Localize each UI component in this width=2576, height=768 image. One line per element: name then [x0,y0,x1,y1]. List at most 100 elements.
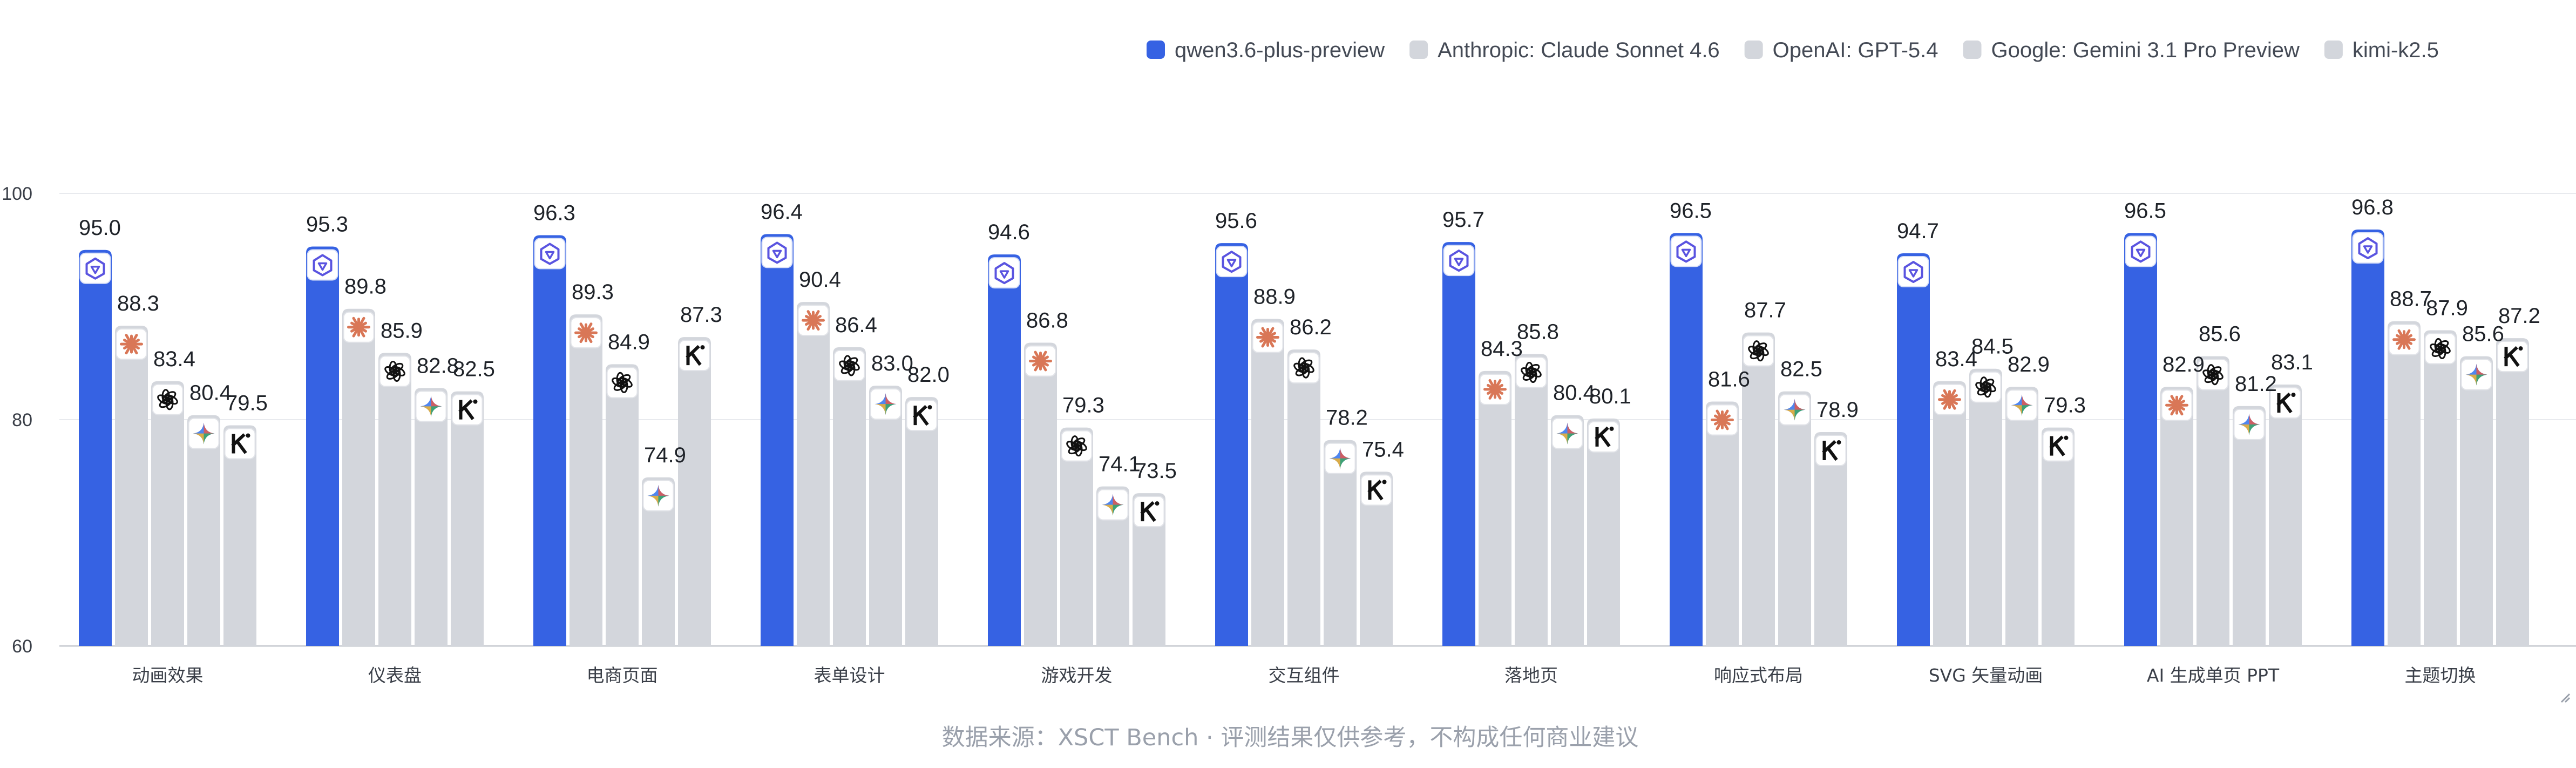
data-label: 82.9 [2163,353,2205,376]
qwen-logo-icon [534,238,566,270]
data-label: 85.9 [381,319,423,342]
bar[interactable] [378,353,411,646]
bar[interactable] [1060,427,1093,646]
x-tick-label: 仪表盘 [368,665,422,686]
bar[interactable] [761,234,794,646]
bar[interactable] [151,381,184,646]
bar[interactable] [1442,242,1475,646]
claude-logo-icon [1025,345,1056,377]
data-label: 89.3 [572,280,614,304]
bar[interactable] [187,415,220,646]
bar[interactable] [1287,349,1320,646]
data-label: 74.1 [1099,453,1141,476]
bar[interactable] [306,246,339,646]
legend-item[interactable]: kimi-k2.5 [2324,38,2439,62]
bar[interactable] [1133,493,1165,646]
bar[interactable] [1969,368,2002,646]
bar[interactable] [342,308,375,646]
data-label: 87.7 [1744,299,1786,322]
legend-item[interactable]: OpenAI: GPT-5.4 [1744,38,1938,62]
x-tick-label: 主题切换 [2405,665,2476,686]
legend-swatch [1963,41,1982,59]
data-label: 86.4 [835,313,877,337]
bar[interactable] [1933,381,1966,646]
legend-item[interactable]: qwen3.6-plus-preview [1147,38,1385,62]
legend-item[interactable]: Google: Gemini 3.1 Pro Preview [1963,38,2300,62]
data-label: 96.5 [2124,199,2166,223]
bar[interactable] [1024,342,1057,646]
qwen-logo-icon [761,237,793,268]
data-label: 83.4 [1935,347,1977,371]
bar[interactable] [451,391,484,646]
legend-swatch [1744,41,1763,59]
x-tick-label: 表单设计 [814,665,885,686]
bar[interactable] [1215,243,1248,646]
bar[interactable] [1670,233,1703,646]
bar[interactable] [2042,427,2075,646]
y-tick-label: 80 [12,410,32,430]
gemini-logo-icon [2233,408,2265,440]
data-label: 79.3 [2044,394,2086,417]
bar[interactable] [606,364,639,646]
bar[interactable] [2005,387,2038,646]
bar[interactable] [833,347,866,646]
resize-handle-icon[interactable] [2560,693,2571,703]
bar[interactable] [1587,418,1620,646]
bar[interactable] [1897,253,1930,646]
bar[interactable] [2351,230,2384,646]
bar[interactable] [2388,321,2421,646]
qwen-logo-icon [2125,235,2157,267]
bar[interactable] [2233,406,2266,646]
bar[interactable] [79,250,112,646]
openai-logo-icon [2424,333,2456,365]
bar[interactable] [570,314,602,646]
legend-label: qwen3.6-plus-preview [1175,38,1385,62]
bar[interactable] [1360,471,1393,646]
bar[interactable] [2424,330,2457,646]
qwen-logo-icon [1670,235,1702,267]
data-label: 82.0 [907,363,950,387]
bar[interactable] [1814,432,1847,646]
bar[interactable] [1778,391,1811,646]
bar[interactable] [2160,387,2193,646]
bar[interactable] [988,254,1021,646]
gemini-logo-icon [870,388,901,420]
data-label: 83.1 [2271,351,2313,374]
gemini-logo-icon [188,417,220,449]
gemini-logo-icon [1551,417,1583,449]
openai-logo-icon [379,355,411,387]
bar[interactable] [415,388,448,646]
bar[interactable] [642,477,675,646]
bar[interactable] [2124,233,2157,646]
bar[interactable] [1515,354,1548,646]
bar[interactable] [869,386,902,646]
bar[interactable] [1251,319,1284,646]
qwen-logo-icon [2352,232,2384,264]
data-label: 80.1 [1589,385,1631,408]
bar[interactable] [797,302,830,646]
claude-logo-icon [1706,404,1738,436]
bar[interactable] [2197,356,2229,646]
bar[interactable] [1706,401,1739,646]
bar[interactable] [533,235,566,646]
bar[interactable] [905,397,938,646]
qwen-logo-icon [79,252,111,284]
bar[interactable] [1742,332,1775,646]
bar[interactable] [678,337,711,646]
claude-logo-icon [1934,383,1965,415]
bar[interactable] [1096,486,1129,646]
bar[interactable] [1479,370,1511,646]
data-label: 84.5 [1971,335,2014,359]
openai-logo-icon [2197,359,2229,390]
legend-item[interactable]: Anthropic: Claude Sonnet 4.6 [1409,38,1720,62]
bar[interactable] [1551,415,1584,646]
legend-swatch [1147,41,1165,59]
bar[interactable] [2460,356,2493,646]
data-label: 95.7 [1442,208,1484,232]
bar[interactable] [115,326,148,646]
claude-logo-icon [570,317,602,349]
bar[interactable] [2269,385,2302,646]
bar[interactable] [223,425,256,646]
bar[interactable] [2496,338,2529,646]
bar[interactable] [1324,440,1357,646]
